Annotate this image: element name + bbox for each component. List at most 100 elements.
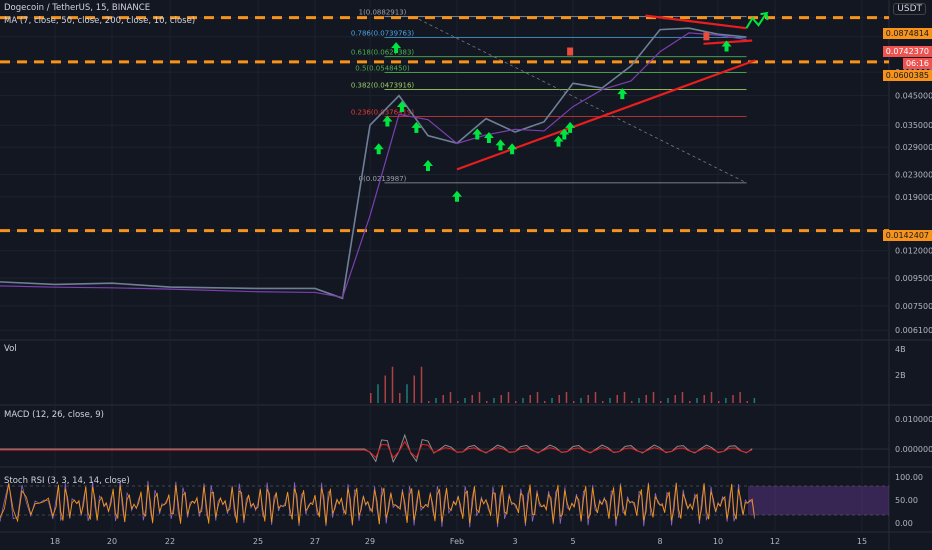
currency-selector[interactable]: USDT	[893, 3, 926, 15]
volume-bar	[638, 398, 640, 403]
volume-bar	[667, 398, 669, 403]
volume-bar	[587, 395, 589, 403]
up-arrow-icon	[553, 135, 564, 147]
volume-pane-title[interactable]: Vol	[4, 344, 17, 354]
volume-bar	[565, 392, 568, 403]
time-axis-label: 12	[770, 537, 780, 546]
up-arrow-icon	[472, 128, 483, 140]
volume-bar	[435, 398, 437, 403]
volume-bar	[718, 401, 720, 403]
macd-axis-label: 0.0000000	[895, 445, 932, 454]
volume-bar	[696, 398, 698, 403]
stoch-axis-label: 50.00	[895, 496, 918, 505]
fib-level-label: 0.5(0.0548450)	[355, 64, 410, 72]
ma-indicator-legend[interactable]: MA (7, close, 50, close, 200, close, 10,…	[4, 16, 196, 26]
volume-bar	[377, 384, 379, 403]
stoch-rsi-lines	[0, 480, 755, 528]
sell-marker-icon	[703, 32, 710, 41]
up-arrow-icon	[507, 143, 518, 155]
volume-bar	[660, 401, 662, 403]
upper-trendline	[645, 14, 747, 30]
macd-line	[0, 433, 753, 464]
volume-bar	[471, 395, 473, 403]
volume-bar	[449, 392, 452, 403]
time-axis-label: 8	[657, 537, 662, 546]
volume-bar	[710, 392, 713, 403]
up-arrow-icon	[495, 139, 506, 151]
volume-bar	[384, 375, 386, 403]
volume-bar	[486, 401, 488, 403]
macd-signal-line	[0, 440, 753, 459]
time-axis-label: 10	[713, 537, 723, 546]
volume-bar	[725, 398, 727, 403]
volume-bar	[674, 395, 676, 403]
volume-bar	[370, 393, 372, 403]
horizontal-levels[interactable]	[0, 16, 889, 233]
volume-bar	[602, 401, 604, 403]
chart-symbol-title[interactable]: Dogecoin / TetherUS, 15, BINANCE	[4, 3, 151, 13]
up-arrow-icon	[423, 160, 433, 172]
volume-axis-label: 4B	[895, 345, 906, 354]
time-axis-label: Feb	[450, 537, 464, 546]
volume-bar	[529, 395, 531, 403]
stoch-rsi-pane-title[interactable]: Stoch RSI (3, 3, 14, 14, close)	[4, 476, 130, 486]
fib-level-label: 1(0.0882913)	[359, 9, 407, 17]
sell-marker-icon	[567, 47, 574, 56]
price-tag-current: 0.0742370	[882, 46, 932, 57]
volume-bar	[594, 392, 597, 403]
volume-bar	[522, 398, 524, 403]
price-tag-countdown: 06:16	[902, 58, 932, 69]
fib-level-label: 0.382(0.0473916)	[351, 82, 415, 90]
volume-bar	[544, 401, 546, 403]
time-axis-label: 3	[512, 537, 517, 546]
volume-bar	[413, 375, 415, 403]
fib-level-label: 0(0.0213987)	[359, 175, 407, 183]
volume-bar	[457, 401, 459, 403]
price-axis-label: 0.0061000	[895, 326, 932, 335]
time-axis-label: 20	[107, 537, 117, 546]
volume-bar	[573, 401, 575, 403]
volume-bar	[739, 392, 741, 403]
time-axis-label: 18	[50, 537, 60, 546]
volume-bar	[645, 395, 647, 403]
price-tag-bottom-support: 0.0142407	[882, 230, 932, 241]
stoch-rsi-band	[748, 486, 889, 515]
volume-bar	[681, 392, 684, 403]
volume-bar	[536, 392, 539, 403]
macd-lines	[0, 433, 889, 464]
volume-bar	[616, 395, 618, 403]
up-arrow-icon	[382, 115, 393, 127]
trade-markers	[373, 32, 732, 202]
volume-bar	[493, 398, 495, 403]
trendlines[interactable]	[456, 11, 769, 171]
grid	[0, 0, 889, 532]
up-arrow-icon	[411, 121, 422, 133]
axis-labels: 0.05500000.04500000.03500000.02900000.02…	[50, 68, 932, 546]
volume-bar	[703, 395, 705, 403]
up-arrow-icon	[391, 42, 402, 54]
ma-line	[0, 32, 747, 299]
macd-pane-title[interactable]: MACD (12, 26, close, 9)	[4, 410, 104, 420]
volume-bar	[428, 401, 430, 403]
up-arrow-icon	[483, 132, 494, 144]
volume-bar	[631, 401, 633, 403]
time-axis-label: 5	[570, 537, 575, 546]
up-arrow-icon	[559, 128, 570, 140]
volume-bars	[370, 366, 756, 403]
ascending-trendline	[456, 59, 756, 171]
up-arrow-icon	[452, 190, 462, 202]
volume-bar	[406, 384, 408, 403]
volume-axis-label: 2B	[895, 371, 906, 380]
volume-bar	[551, 398, 553, 403]
up-arrow-icon	[617, 88, 628, 100]
up-arrow-icon	[721, 40, 732, 52]
